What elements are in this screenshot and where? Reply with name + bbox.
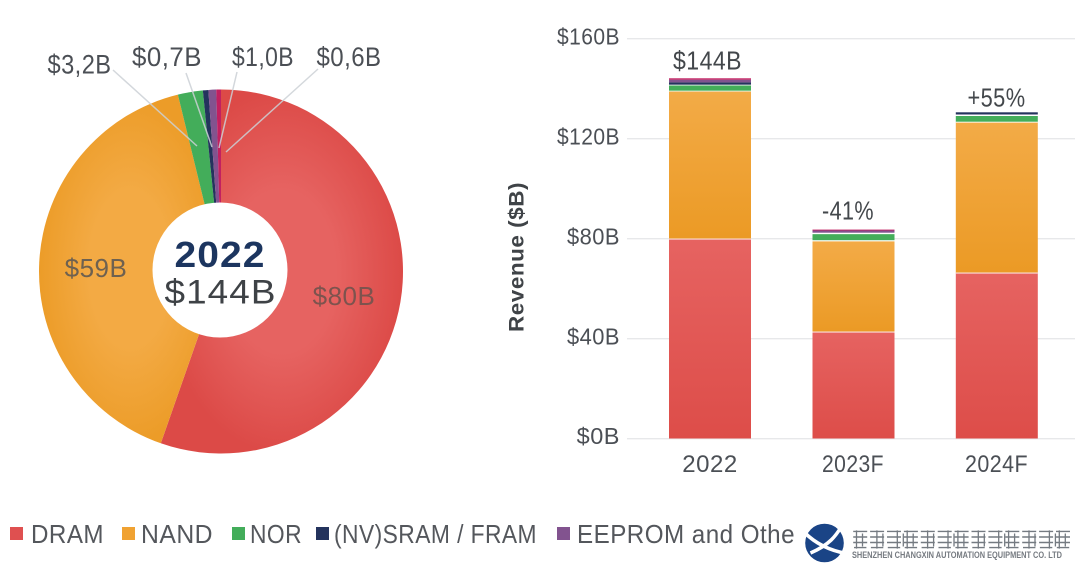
svg-text:$40B: $40B — [567, 324, 620, 350]
svg-text:+55%: +55% — [968, 83, 1026, 113]
svg-text:SHENZHEN CHANGXIN AUTOMATION E: SHENZHEN CHANGXIN AUTOMATION EQUIPMENT C… — [852, 550, 1062, 560]
svg-text:$160B: $160B — [557, 24, 620, 50]
svg-text:2022: 2022 — [175, 234, 266, 275]
svg-text:$80B: $80B — [567, 224, 620, 250]
svg-text:(NV)SRAM / FRAM: (NV)SRAM / FRAM — [334, 519, 537, 549]
svg-text:NAND: NAND — [141, 519, 213, 549]
svg-text:$0B: $0B — [577, 423, 620, 449]
svg-text:$59B: $59B — [65, 253, 128, 283]
svg-text:DRAM: DRAM — [31, 519, 104, 549]
svg-text:EEPROM and Othe: EEPROM and Othe — [577, 519, 795, 549]
svg-text:2023F: 2023F — [822, 451, 884, 478]
svg-text:$0,7B: $0,7B — [132, 42, 202, 72]
svg-text:-41%: -41% — [822, 196, 874, 226]
svg-text:2022: 2022 — [682, 451, 737, 478]
svg-text:$80B: $80B — [313, 281, 376, 311]
svg-text:NOR: NOR — [250, 519, 302, 549]
svg-text:2024F: 2024F — [965, 451, 1028, 478]
svg-text:$3,2B: $3,2B — [48, 50, 112, 80]
svg-text:$144B: $144B — [673, 46, 742, 76]
svg-text:$120B: $120B — [557, 124, 620, 150]
svg-text:$144B: $144B — [165, 274, 277, 312]
svg-text:$0,6B: $0,6B — [317, 42, 382, 72]
svg-text:Revenue ($B): Revenue ($B) — [506, 182, 529, 332]
svg-text:$1,0B: $1,0B — [232, 42, 294, 72]
